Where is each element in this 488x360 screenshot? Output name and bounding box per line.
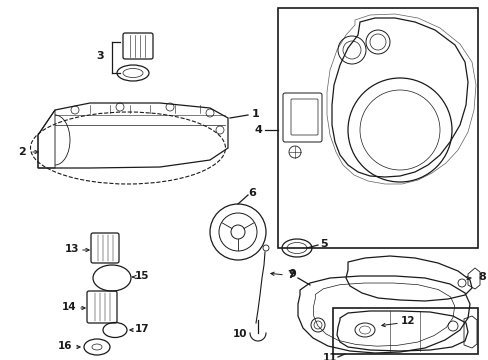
Text: 1: 1 [252,109,259,119]
Text: 11: 11 [322,353,337,360]
Text: 14: 14 [61,302,76,312]
Text: 15: 15 [135,271,149,281]
Text: 16: 16 [58,341,72,351]
Text: 10: 10 [232,329,247,339]
Bar [278,8,477,248]
Text: 5: 5 [320,239,327,249]
Text: 3: 3 [96,51,103,61]
Text: 7: 7 [286,270,294,280]
Bar [332,308,477,354]
Text: 9: 9 [287,269,295,279]
Text: 17: 17 [134,324,149,334]
Text: 6: 6 [247,188,255,198]
Text: 2: 2 [18,147,26,157]
Text: 12: 12 [400,316,414,326]
Text: 8: 8 [477,272,485,282]
Text: 13: 13 [64,244,79,254]
Text: 4: 4 [254,125,262,135]
